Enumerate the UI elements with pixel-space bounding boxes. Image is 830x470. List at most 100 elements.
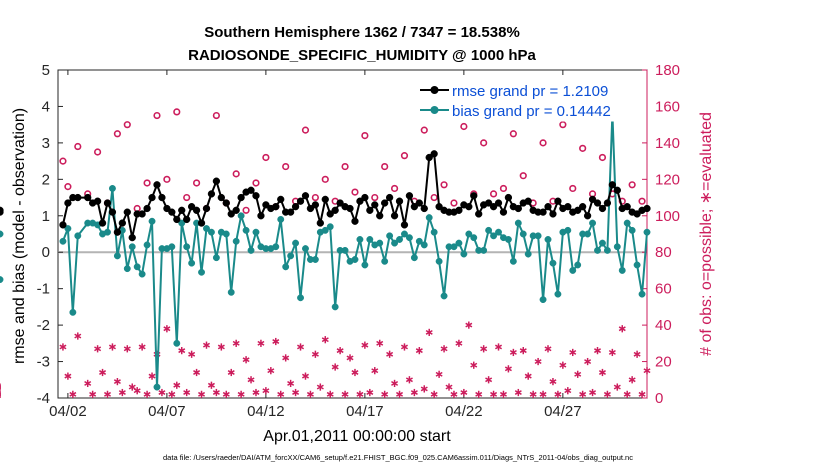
bias-point [633,261,641,269]
rmse-point [484,199,493,207]
obs-possible-point [579,144,587,152]
bias-point [465,230,473,238]
obs-possible-point [321,175,329,183]
bias-point [153,383,161,391]
legend: rmse grand pr = 1.2109 bias grand pr = 0… [417,76,647,122]
bias-point [198,268,205,276]
rmse-point [187,203,196,211]
obs-evaluated-point [84,379,92,388]
obs-possible-point [212,111,220,120]
rmse-point [499,208,508,216]
obs-evaluated-point [445,383,453,391]
obs-possible-point [489,190,498,198]
rmse-point [84,193,92,202]
rmse-point [316,219,324,227]
obs-possible-point [430,193,438,202]
legend-rmse-label: rmse grand pr = 1.2109 [452,83,608,100]
bias-point [410,254,418,262]
obs-possible-point [192,179,201,187]
bias-point [519,230,527,238]
obs-possible-point [450,199,458,207]
bias-point [242,226,250,234]
rmse-point [252,192,260,200]
bias-point [381,257,389,265]
rmse-point [455,206,463,214]
obs-evaluated-point [59,343,67,351]
obs-evaluated-point [574,370,582,378]
rmse-point [0,208,4,216]
rmse-point [415,199,423,207]
rmse-point [148,193,156,202]
obs-evaluated-point [519,347,527,355]
obs-evaluated-point [564,387,572,395]
obs-evaluated-point [178,347,186,355]
obs-evaluated-point [524,372,532,380]
obs-possible-point [113,130,121,138]
rmse-point [623,203,631,211]
obs-evaluated-point [267,367,275,375]
rmse-point [301,192,310,200]
obs-possible-point [93,148,102,156]
bias-point [326,223,334,231]
obs-possible-point [381,162,389,171]
rmse-point [207,190,216,198]
rmse-point [465,203,473,211]
obs-evaluated-point [559,361,567,369]
obs-possible-point [153,111,161,120]
rmse-point [291,203,300,211]
rmse-point [321,195,329,204]
obs-evaluated-point [361,341,369,349]
obs-possible-point [400,152,409,160]
obs-possible-point [143,179,151,187]
bias-point [430,228,438,236]
obs-possible-point [539,139,547,147]
y-left-tick-label: 2 [42,171,50,188]
x-tick-label: 04/17 [346,403,384,420]
obs-evaluated-point [252,388,260,397]
y-right-tick-label: 160 [655,98,680,115]
rmse-point [306,204,315,213]
rmse-point [59,221,67,229]
bias-point [207,228,215,236]
rmse-point [633,210,641,218]
obs-evaluated-point [207,381,215,389]
bias-point [178,219,186,227]
obs-possible-point [173,108,181,116]
series-obs-evaluated [0,321,651,398]
y-left-tick-label: 3 [42,135,50,152]
chart-title-line2: RADIOSONDE_SPECIFIC_HUMIDITY @ 1000 hPa [188,47,536,64]
y-left-tick-label: 4 [42,98,50,115]
obs-evaluated-point [638,390,646,398]
rmse-point [247,186,255,194]
bias-point [0,276,4,284]
obs-evaluated-point [237,390,245,398]
obs-evaluated-point [633,350,641,358]
obs-evaluated-point [301,372,309,380]
rmse-point [168,208,176,216]
x-tick-label: 04/07 [148,403,186,420]
rmse-point [554,197,562,205]
bias-point [504,236,512,243]
obs-evaluated-point [232,339,240,347]
obs-evaluated-point [410,388,418,397]
bias-point [490,232,498,240]
obs-evaluated-point [227,368,235,377]
bias-point [173,339,181,347]
rmse-point [64,199,72,207]
rmse-point [371,201,379,209]
legend-box [417,76,647,122]
obs-evaluated-point [628,376,636,384]
bias-point [643,228,651,236]
obs-evaluated-point [282,354,290,362]
obs-possible-point [569,184,577,193]
x-tick-label: 04/27 [544,403,582,420]
x-tick-label: 04/22 [445,403,483,420]
rmse-point [138,210,146,218]
bias-point [143,241,151,249]
bias-point [569,266,577,274]
obs-evaluated-point [133,387,141,395]
y-right-tick-label: 0 [655,390,663,407]
obs-evaluated-point [400,343,408,351]
bias-point [524,250,532,258]
